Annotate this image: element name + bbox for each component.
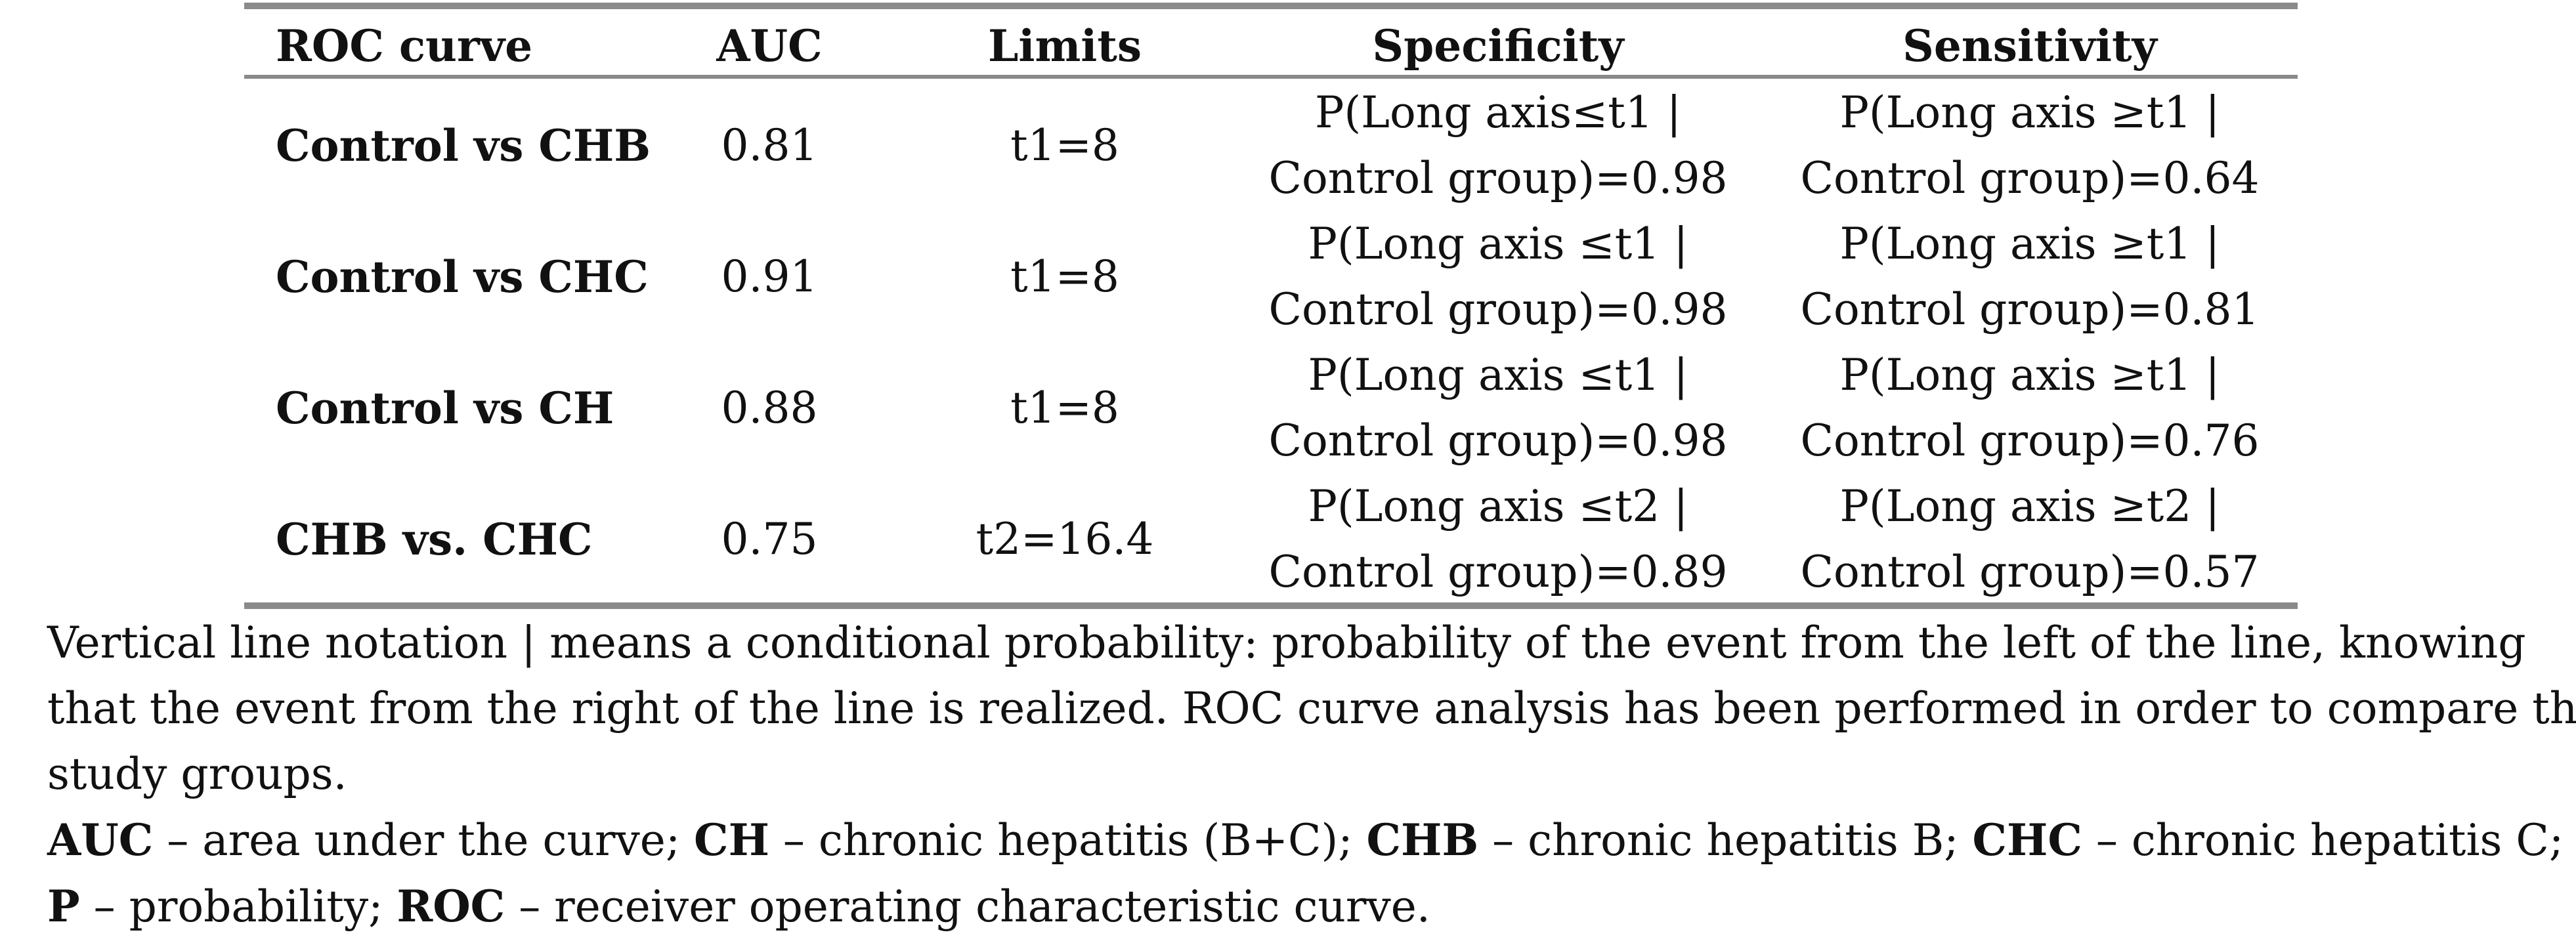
roc-curve-cell: Control vs CHB	[276, 120, 651, 171]
auc-cell: 0.91	[721, 251, 818, 302]
specificity-cell: P(Long axis ≤t2 | Control group)=0.89	[1262, 474, 1734, 605]
specificity-line2: Control group)=0.98	[1268, 284, 1728, 335]
specificity-cell: P(Long axis ≤t1 | Control group)=0.98	[1262, 343, 1734, 474]
abbrev-definition: – chronic hepatitis B;	[1478, 815, 1973, 866]
specificity-line2: Control group)=0.98	[1268, 415, 1728, 466]
header-sensitivity: Sensitivity	[1902, 20, 2157, 72]
auc-cell: 0.88	[721, 383, 818, 433]
footnote-line: that the event from the right of the lin…	[47, 683, 2576, 734]
abbrev-definition: – chronic hepatitis (B+C);	[769, 815, 1367, 866]
table-row: Control vs CHC 0.91 t1=8 P(Long axis ≤t1…	[244, 211, 2298, 343]
specificity-line1: P(Long axis ≤t1 |	[1308, 219, 1688, 269]
abbrev-term: P	[47, 881, 80, 932]
abbreviations-line-1: AUC – area under the curve; CH – chronic…	[47, 807, 2564, 873]
table-row: CHB vs. CHC 0.75 t2=16.4 P(Long axis ≤t2…	[244, 474, 2298, 605]
header-specificity: Specificity	[1372, 20, 1624, 72]
table-top-rule	[244, 3, 2298, 9]
abbrev-term: CH	[694, 814, 769, 866]
abbrev-term: AUC	[47, 814, 154, 866]
sensitivity-cell: P(Long axis ≥t1 | Control group)=0.81	[1793, 211, 2266, 343]
sensitivity-cell: P(Long axis ≥t1 | Control group)=0.64	[1793, 80, 2266, 211]
header-auc: AUC	[716, 20, 823, 72]
specificity-line1: P(Long axis≤t1 |	[1314, 87, 1682, 138]
specificity-line1: P(Long axis ≤t1 |	[1308, 350, 1688, 400]
header-roc-curve: ROC curve	[276, 20, 533, 72]
auc-cell: 0.75	[721, 514, 818, 564]
limits-cell: t1=8	[1010, 383, 1119, 433]
sensitivity-line1: P(Long axis ≥t1 |	[1839, 350, 2220, 400]
abbrev-definition: – receiver operating characteristic curv…	[505, 881, 1430, 932]
table-row: Control vs CH 0.88 t1=8 P(Long axis ≤t1 …	[244, 343, 2298, 474]
abbrev-definition: – area under the curve;	[153, 815, 695, 866]
sensitivity-cell: P(Long axis ≥t1 | Control group)=0.76	[1793, 343, 2266, 474]
sensitivity-line2: Control group)=0.57	[1800, 547, 2260, 597]
abbrev-term: CHC	[1972, 814, 2082, 866]
table-footnote: Vertical line notation | means a conditi…	[47, 610, 2576, 940]
specificity-cell: P(Long axis ≤t1 | Control group)=0.98	[1262, 211, 1734, 343]
sensitivity-cell: P(Long axis ≥t2 | Control group)=0.57	[1793, 474, 2266, 605]
limits-cell: t2=16.4	[976, 514, 1154, 564]
sensitivity-line1: P(Long axis ≥t2 |	[1839, 481, 2220, 532]
abbrev-definition: – chronic hepatitis C;	[2082, 815, 2564, 866]
sensitivity-line1: P(Long axis ≥t1 |	[1839, 87, 2220, 138]
header-limits: Limits	[987, 20, 1142, 72]
limits-cell: t1=8	[1010, 120, 1119, 171]
sensitivity-line1: P(Long axis ≥t1 |	[1839, 219, 2220, 269]
specificity-line1: P(Long axis ≤t2 |	[1308, 481, 1688, 532]
footnote-line: Vertical line notation | means a conditi…	[47, 618, 2526, 668]
table-header-rule	[244, 75, 2298, 79]
roc-curve-cell: Control vs CH	[276, 383, 614, 434]
sensitivity-line2: Control group)=0.81	[1800, 284, 2260, 335]
abbrev-term: CHB	[1366, 814, 1479, 866]
specificity-line2: Control group)=0.89	[1268, 547, 1728, 597]
specificity-cell: P(Long axis≤t1 | Control group)=0.98	[1262, 80, 1734, 211]
limits-cell: t1=8	[1010, 251, 1119, 302]
roc-curve-cell: Control vs CHC	[276, 251, 649, 303]
abbrev-definition: – probability;	[79, 881, 397, 932]
sensitivity-line2: Control group)=0.64	[1800, 153, 2260, 203]
abbrev-term: ROC	[397, 881, 505, 932]
abbreviations-line-2: P – probability; ROC – receiver operatin…	[47, 873, 2529, 940]
footnote-line: study groups.	[47, 749, 347, 799]
roc-curve-cell: CHB vs. CHC	[276, 514, 593, 565]
sensitivity-line2: Control group)=0.76	[1800, 415, 2260, 466]
auc-cell: 0.81	[721, 120, 818, 171]
table-bottom-rule	[244, 602, 2298, 609]
specificity-line2: Control group)=0.98	[1268, 153, 1728, 203]
table-row: Control vs CHB 0.81 t1=8 P(Long axis≤t1 …	[244, 80, 2298, 211]
